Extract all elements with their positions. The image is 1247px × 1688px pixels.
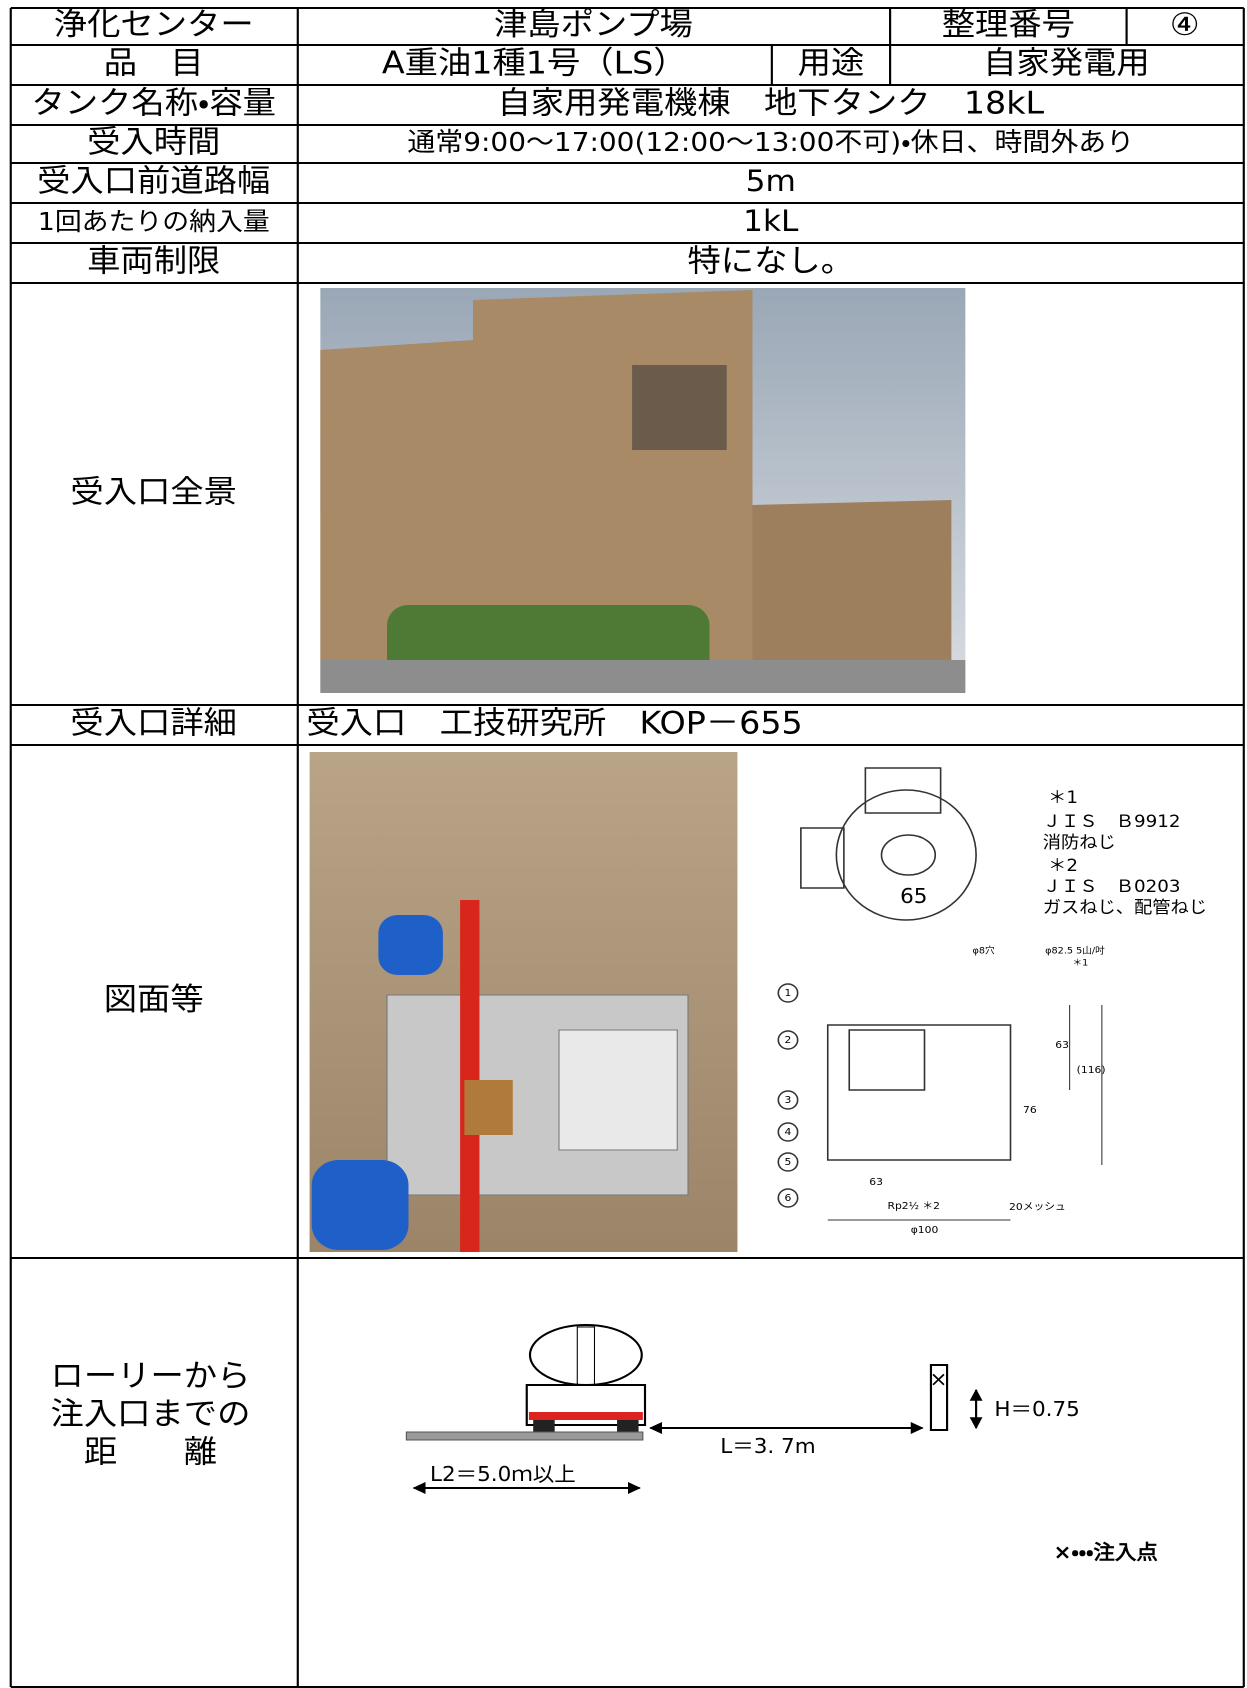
cell-text: 整理番号 — [942, 6, 1075, 43]
coupler-handle — [864, 767, 942, 814]
row-label: 受入口前道路幅 — [37, 163, 270, 200]
dimension: φ8穴 — [973, 946, 995, 957]
part-bubble — [777, 1090, 799, 1110]
part-number: 3 — [785, 1094, 792, 1106]
cell-text: 用途 — [798, 45, 865, 82]
part-bubble — [777, 1188, 799, 1208]
dimension: φ100 — [911, 1224, 939, 1236]
ground — [405, 1431, 644, 1441]
cell-text: 自家用発電機棟 地下タンク 18kL — [497, 85, 1044, 122]
part-number: 5 — [785, 1156, 792, 1168]
part-bubble — [777, 983, 799, 1003]
part-number: 1 — [785, 987, 792, 999]
dimension: (116) — [1077, 1064, 1106, 1076]
section-cap — [848, 1029, 926, 1091]
building-rear — [752, 500, 952, 660]
wheel — [533, 1420, 555, 1432]
dimension: 76 — [1023, 1104, 1037, 1116]
cell-text: ④ — [1170, 6, 1200, 43]
cell-text: 5m — [746, 165, 796, 199]
dimension: Rp2½ ＊2 — [887, 1200, 940, 1212]
drawing-note: ＪＩＳ Ｂ9912 — [1043, 812, 1181, 831]
lorry-tank — [528, 1324, 643, 1386]
row-label: 注入口までの — [51, 1396, 251, 1433]
row-label: ローリーから — [51, 1358, 251, 1395]
dimension: 20メッシュ — [1009, 1201, 1066, 1213]
valve — [464, 1080, 513, 1135]
row-label: 図面等 — [104, 981, 204, 1018]
row-label: 車両制限 — [87, 243, 220, 280]
meter — [558, 1029, 678, 1151]
coupler-top — [835, 789, 977, 921]
row-label: 受入時間 — [87, 124, 220, 161]
inlet-post — [929, 1364, 949, 1431]
drawing-note: 消防ねじ — [1043, 832, 1116, 852]
row-label: 距 離 — [84, 1434, 217, 1471]
inlet-mark: × — [929, 1367, 947, 1390]
dimension: 63 — [869, 1176, 883, 1188]
row-label: 受入口全景 — [70, 474, 237, 511]
row-label: タンク名称・容量 — [31, 85, 276, 122]
lorry-bumper — [528, 1412, 643, 1420]
pipe — [460, 900, 480, 1252]
cell-text: A重油1種1号（LS） — [382, 45, 687, 82]
hose — [311, 1160, 409, 1250]
section-body — [826, 1024, 1012, 1161]
cell-text: 自家発電用 — [983, 45, 1150, 82]
drawing-note: ＊1 — [1048, 788, 1078, 807]
coupler-side — [800, 827, 845, 889]
height-label: H＝0.75 — [994, 1397, 1079, 1420]
row-label: 浄化センター — [54, 6, 254, 43]
drawing-note: ＪＩＳ Ｂ0203 — [1043, 877, 1181, 896]
part-number: 4 — [785, 1126, 792, 1138]
row-label: 1回あたりの納入量 — [38, 208, 270, 237]
dimension: ＊1 — [1072, 958, 1088, 969]
legend: ×・・・注入点 — [1054, 1540, 1159, 1563]
louver — [632, 365, 727, 450]
wheel — [617, 1420, 639, 1432]
dimension: 65 — [900, 884, 927, 907]
part-bubble — [777, 1030, 799, 1050]
l2-label: L2＝5.0ｍ以上 — [430, 1462, 576, 1485]
drawing-note: ＊2 — [1048, 856, 1078, 875]
cell-text: 1kL — [743, 205, 798, 239]
part-bubble — [777, 1152, 799, 1172]
cell-text: 特になし。 — [687, 243, 854, 280]
cell-text: 受入口 工技研究所 KOP－655 — [306, 705, 802, 742]
dimension: φ82.5 5山/吋 — [1045, 946, 1105, 957]
dimension: 63 — [1055, 1039, 1069, 1051]
drawing-note: ガスねじ、配管ねじ — [1043, 897, 1207, 917]
coupler-port — [880, 834, 937, 876]
part-number: 6 — [785, 1192, 792, 1204]
row-label: 受入口詳細 — [70, 705, 237, 742]
cell-text: 通常9:00～17:00(12:00～13:00不可)・休日、時間外あり — [407, 128, 1134, 158]
part-number: 2 — [785, 1034, 792, 1046]
hose-top — [378, 915, 443, 975]
pavement — [320, 660, 966, 693]
part-bubble — [777, 1122, 799, 1142]
row-label: 品 目 — [104, 45, 204, 82]
length-label: L＝3. 7m — [720, 1434, 815, 1457]
cell-text: 津島ポンプ場 — [494, 6, 693, 43]
